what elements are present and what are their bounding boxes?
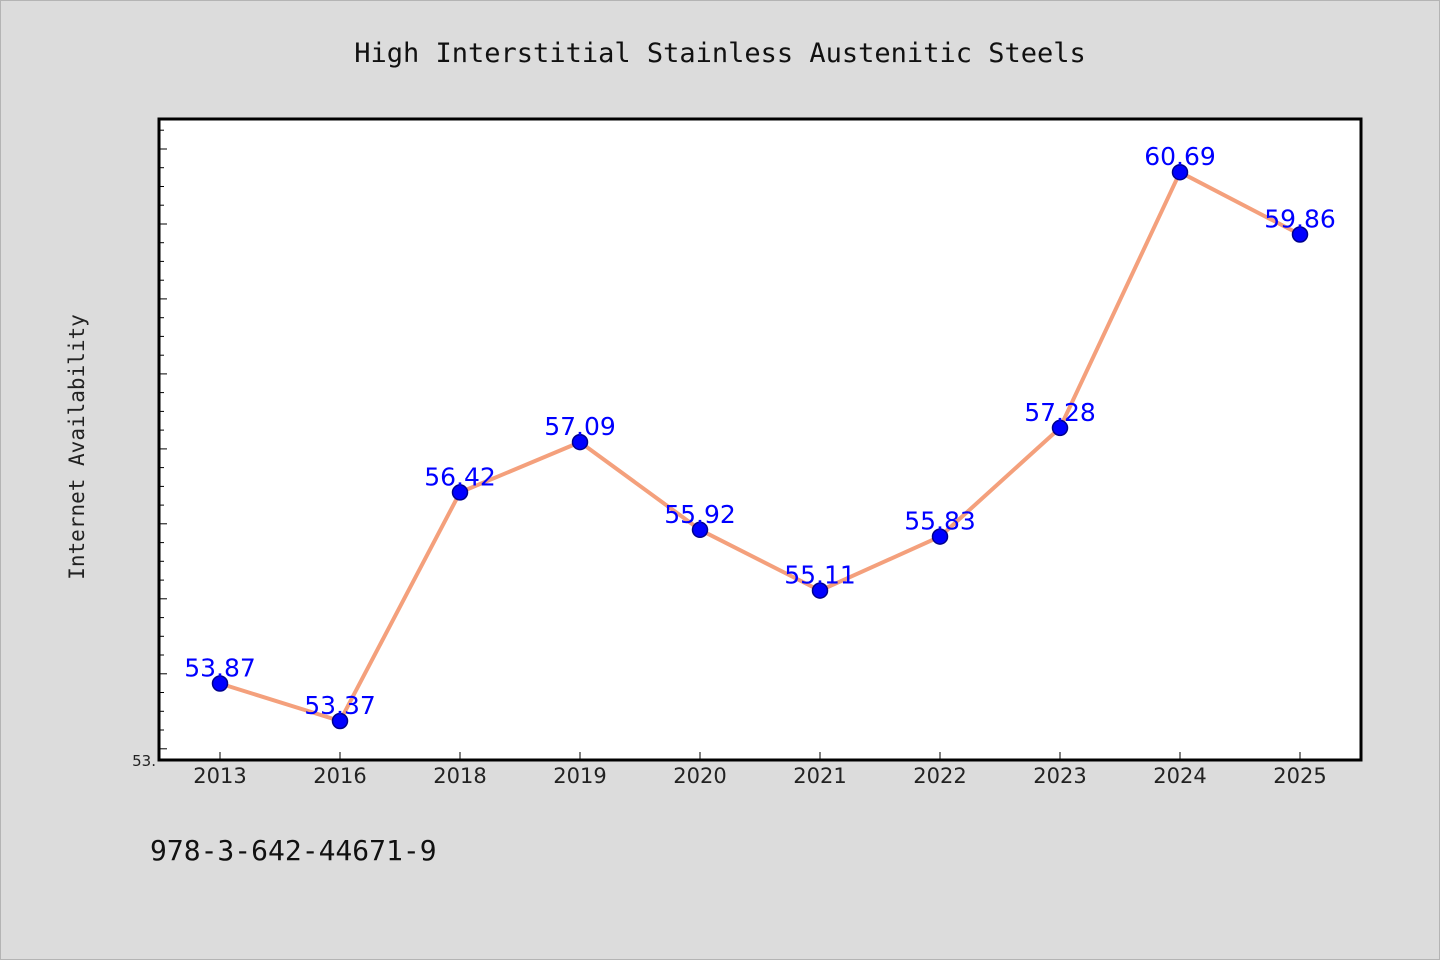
x-tick-label: 2023: [1033, 764, 1086, 788]
x-tick-label: 2018: [433, 764, 486, 788]
data-point: [1291, 226, 1309, 243]
footnote: 978-3-642-44671-9: [150, 834, 437, 867]
x-tick-label: 2016: [313, 764, 366, 788]
data-label: 57.28: [1024, 398, 1096, 427]
series-line: [218, 170, 1302, 723]
data-label: 53.37: [304, 691, 376, 720]
x-tick-label: 2013: [193, 764, 246, 788]
marker-layer: [211, 163, 1309, 730]
data-point: [1051, 419, 1069, 437]
data-point: [211, 675, 229, 692]
data-point: [811, 582, 829, 599]
data-label: 60.69: [1144, 142, 1216, 171]
series-layer: [218, 170, 1302, 723]
x-tick-label: 2025: [1273, 764, 1326, 788]
data-point: [931, 528, 949, 545]
data-label: 56.42: [424, 462, 496, 491]
data-point: [571, 433, 589, 451]
data-label: 57.09: [544, 412, 616, 441]
data-point: [1171, 163, 1189, 181]
x-tick-label: 2022: [913, 764, 966, 788]
data-point: [331, 712, 349, 730]
data-label: 53.87: [184, 654, 256, 683]
x-tick-label: 2019: [553, 764, 606, 788]
data-point: [691, 521, 709, 539]
chart-title: High Interstitial Stainless Austenitic S…: [354, 38, 1086, 69]
y-tick-label: 53.: [132, 752, 156, 770]
data-label: 55.92: [664, 500, 736, 529]
data-point: [451, 484, 469, 501]
data-label: 59.86: [1264, 205, 1336, 234]
x-tick-label: 2021: [793, 764, 846, 788]
y-axis-ticks: 53.: [132, 129, 167, 770]
data-label-layer: 53.87 53.37 56.42 57.09 55.92 55.11 55.83 57.28…: [184, 142, 1336, 720]
data-label: 55.11: [784, 561, 856, 590]
y-axis-label: Internet Availability: [65, 314, 89, 580]
x-tick-label: 2024: [1153, 764, 1206, 788]
x-axis-ticks: 2013 2016 2018 2019 2020 2021 2022 2023 2024 2025: [193, 752, 1327, 788]
data-label: 55.83: [904, 507, 976, 536]
x-tick-label: 2020: [673, 764, 726, 788]
plot-area: [157, 117, 1363, 762]
